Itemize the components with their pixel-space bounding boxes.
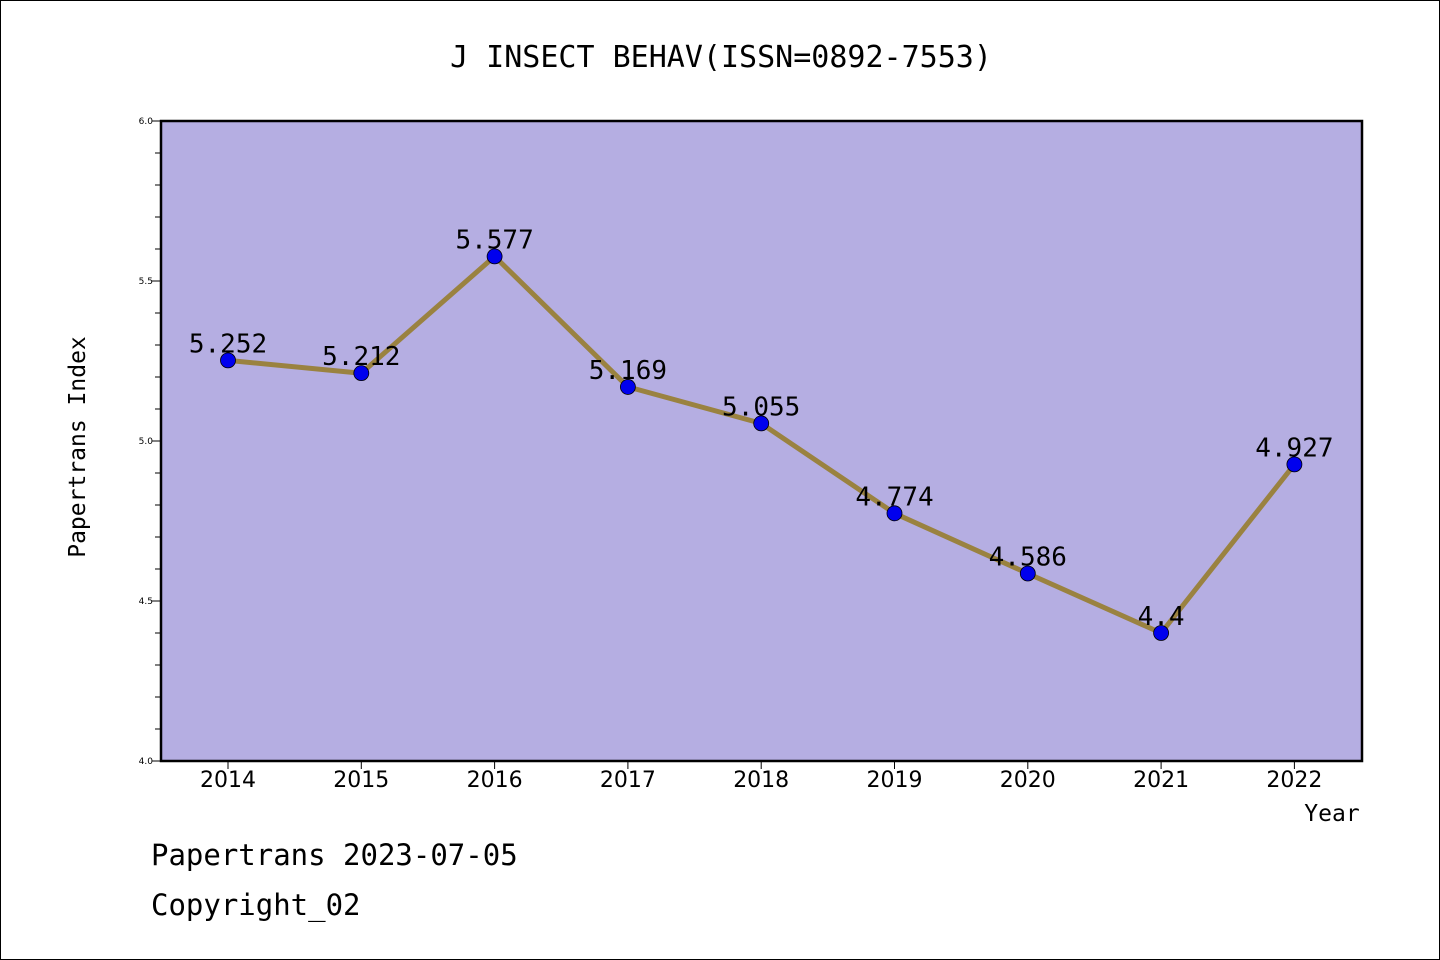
data-point [753,415,770,432]
y-axis-label: Papertrans Index [65,336,91,558]
y-tick-label: 4.5 [139,597,153,607]
data-label: 4.586 [989,542,1067,572]
x-tick-label: 2021 [1133,768,1189,793]
data-label: 4.4 [1138,602,1185,632]
data-label: 5.252 [189,329,267,359]
x-tick-label: 2022 [1266,768,1322,793]
data-point [886,505,903,522]
x-tick-label: 2015 [333,768,389,793]
x-tick-label: 2017 [600,768,656,793]
data-label: 5.055 [722,392,800,422]
data-point [353,365,370,382]
plot-area [159,119,1364,763]
y-tick-label: 4.0 [139,757,154,767]
x-axis: 2014 2015 2016 2017 2018 2019 2020 2021 2022 [200,761,1322,793]
data-label: 5.212 [322,342,400,372]
footer-date: Papertrans 2023-07-05 [151,838,518,872]
data-label: 4.774 [855,482,933,512]
x-tick-label: 2016 [467,768,523,793]
data-point [1286,456,1303,473]
data-label: 5.577 [455,225,533,255]
y-axis: 4.0 4.5 5.0 5.5 6.0 [139,117,161,767]
data-point [486,248,503,265]
data-point [620,379,636,395]
y-tick-label: 6.0 [139,117,154,127]
data-label: 5.169 [589,356,667,386]
x-tick-label: 2018 [733,768,789,793]
y-tick-label: 5.0 [139,437,154,447]
data-point [1019,565,1036,582]
data-labels: 5.252 5.212 5.577 5.169 5.055 4.774 4.586 4.4 4.… [189,225,1334,632]
series-markers [220,248,1303,641]
x-tick-label: 2019 [867,768,923,793]
y-tick-label: 5.5 [139,277,153,287]
chart-title: J INSECT BEHAV(ISSN=0892-7553) [450,40,992,75]
footer-copyright: Copyright_02 [151,888,361,923]
data-point [220,352,236,369]
data-label: 4.927 [1255,433,1333,463]
x-axis-label: Year [1304,801,1359,827]
x-tick-label: 2014 [200,768,256,793]
data-point [1153,625,1169,641]
x-tick-label: 2020 [1000,768,1056,793]
